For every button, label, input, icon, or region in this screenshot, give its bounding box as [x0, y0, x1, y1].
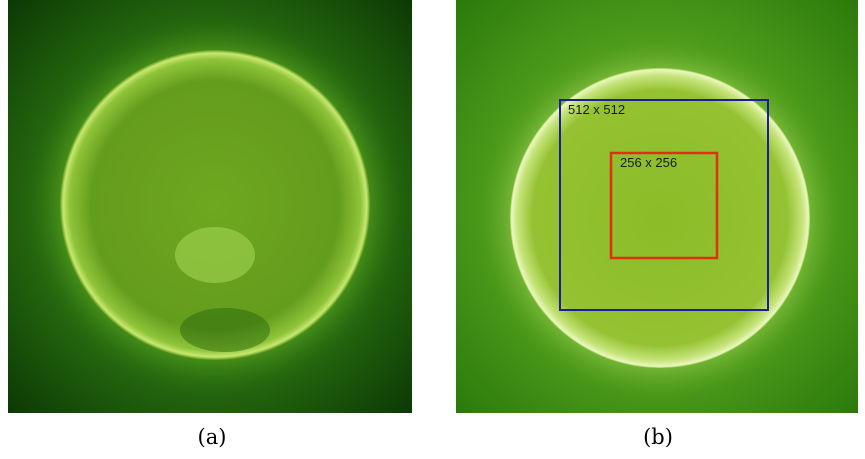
caption: (a): [198, 425, 227, 449]
coronal-hole: [180, 308, 270, 352]
box-label: 512 x 512: [568, 102, 625, 117]
panel-a: (a): [8, 0, 412, 449]
caption: (b): [643, 425, 673, 449]
sun-disk: [60, 50, 370, 360]
box-512: [559, 99, 769, 311]
sun-disk: [510, 68, 810, 368]
box-256: [609, 151, 719, 260]
box-label: 256 x 256: [620, 155, 677, 170]
panel-b: 512 x 512 256 x 256 (b): [456, 0, 858, 449]
active-region: [175, 227, 255, 283]
